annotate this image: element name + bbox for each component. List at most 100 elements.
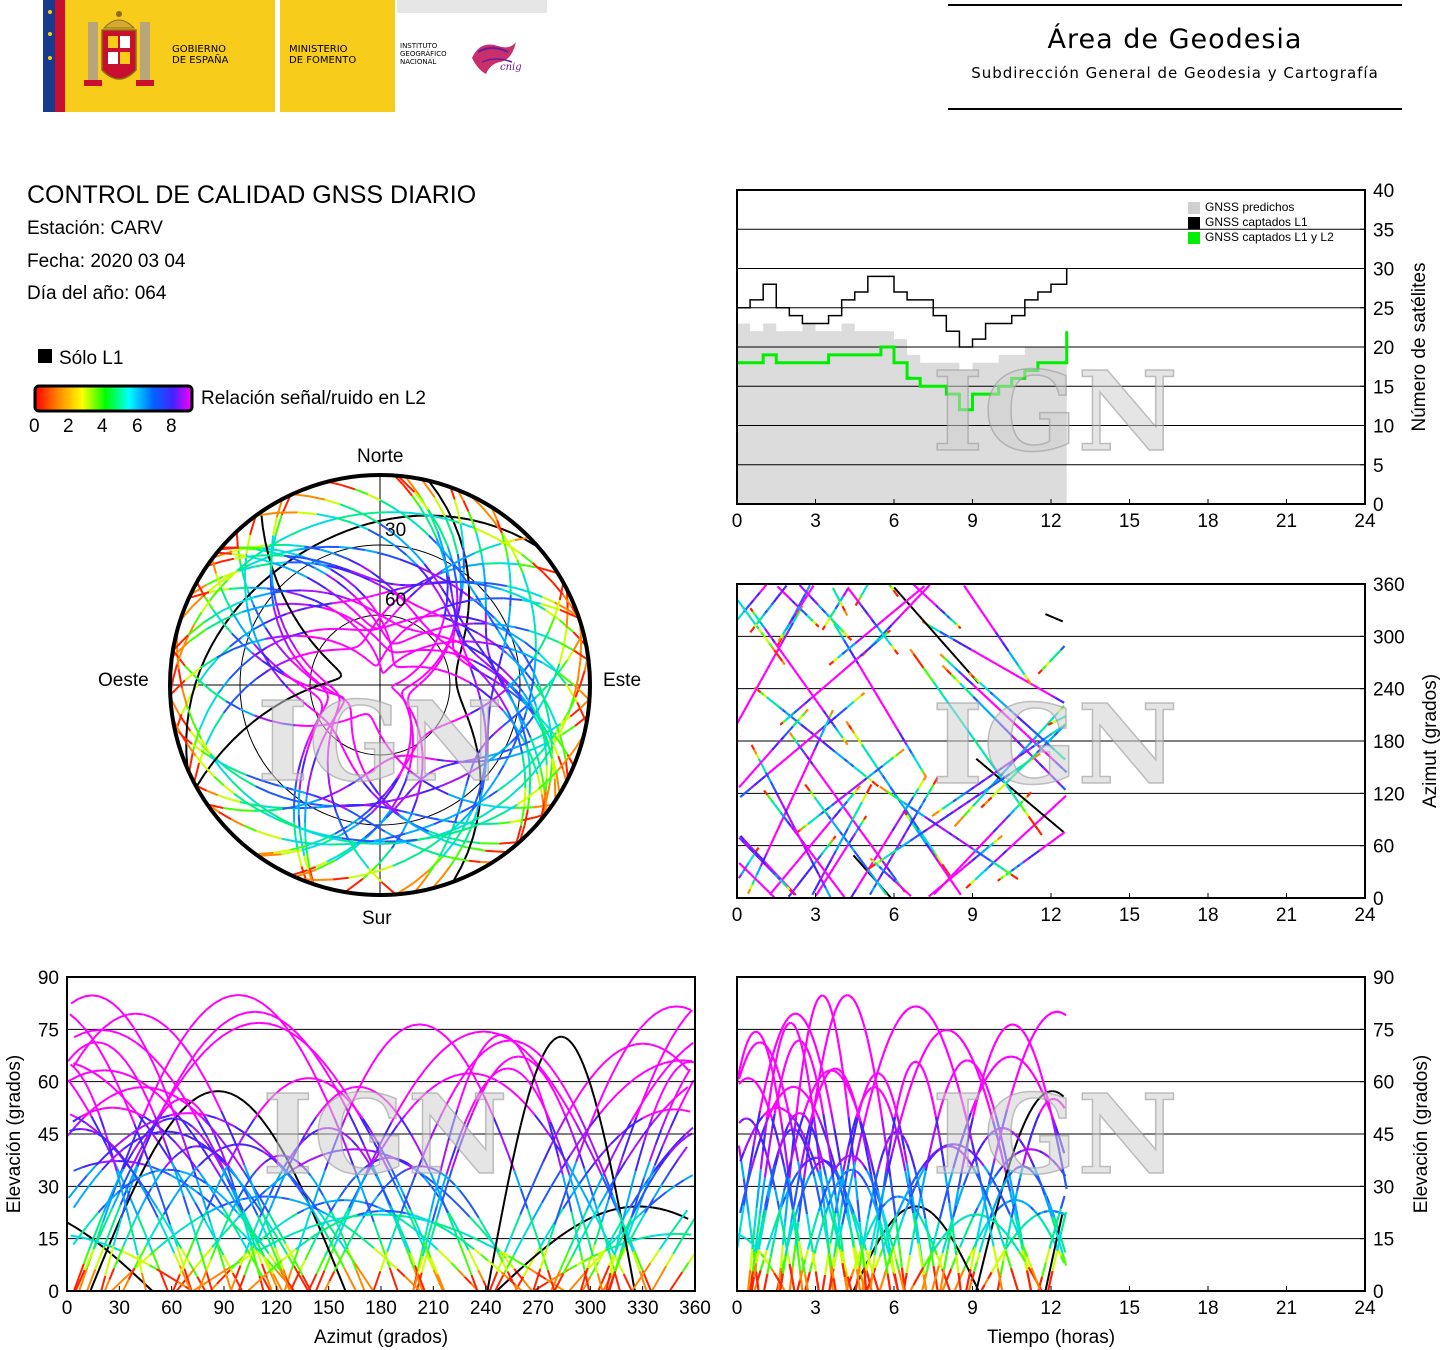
elevation-time-track-segment (930, 1277, 937, 1291)
azimuth-time-track-segment (824, 620, 829, 627)
elevation-azimuth-track-segment (301, 1077, 309, 1080)
elevation-time-track-segment (1014, 1056, 1021, 1061)
azimuth-time-track-segment (1020, 748, 1026, 754)
azimuth-time-track-segment (747, 888, 752, 895)
azimuth-time-track-segment (833, 812, 839, 818)
elevation-time-track-segment (899, 1209, 905, 1214)
elevation-time-track-segment (1056, 1208, 1062, 1222)
elevation-azimuth-track-segment (326, 1222, 338, 1237)
azimuth-time-track-segment (797, 605, 802, 611)
elevation-azimuth-track-segment (301, 1165, 308, 1171)
elevation-time-track-segment (1014, 1245, 1020, 1252)
azimuth-time-track-segment (839, 796, 844, 800)
elevation-azimuth-track-segment (134, 1175, 143, 1187)
azimuth-time-track-segment (856, 785, 861, 791)
elevation-azimuth-track-segment (97, 1047, 107, 1062)
elevation-azimuth-track-segment (105, 998, 114, 1005)
elevation-time-track-segment (887, 1141, 892, 1157)
elevation-azimuth-track-segment (222, 1269, 232, 1278)
elevation-time-track-segment (979, 1213, 983, 1217)
azimuth-time-track-segment (1051, 775, 1058, 782)
azimuth-time-track-segment (909, 796, 915, 802)
elevation-azimuth-track-segment (112, 1069, 123, 1074)
azimuth-time-track-segment (962, 858, 969, 865)
azimuth-time-track-segment (869, 843, 875, 849)
elevation-azimuth-track-segment (513, 1055, 519, 1059)
azimuth-time-track-segment (804, 708, 809, 714)
azimuth-time-track-segment (777, 593, 782, 598)
y-tick-label: 0 (1373, 889, 1384, 910)
elevation-time-track-segment (953, 1066, 959, 1073)
azimuth-time-track-segment (768, 634, 774, 640)
elevation-time-track-segment (826, 1240, 831, 1254)
elevation-azimuth-track-segment (517, 1046, 525, 1055)
elevation-azimuth-track-segment (174, 1186, 182, 1197)
elevation-time-track-segment (823, 995, 828, 1000)
elevation-azimuth-track-segment (553, 1036, 558, 1041)
elevation-azimuth-track-segment (466, 1031, 476, 1036)
azimuth-time-track-segment (813, 796, 818, 801)
legend-swatch-predicted (1188, 202, 1200, 214)
azimuth-time-track-segment (894, 821, 899, 828)
azimuth-time-track-segment (952, 798, 958, 803)
elevation-azimuth-track-segment (78, 1072, 84, 1080)
elevation-time-track-segment (1027, 1135, 1033, 1146)
azimuth-time-track-segment (794, 859, 800, 865)
azimuth-time-track-segment (755, 753, 760, 760)
elevation-azimuth-track-segment (341, 1136, 351, 1158)
elevation-time-track-segment (1026, 1203, 1032, 1208)
elevation-time-track-segment (901, 1135, 906, 1140)
azimuth-time-track-segment (889, 792, 895, 797)
azimuth-time-track-segment (1018, 727, 1025, 733)
elevation-time-track-segment (896, 1095, 901, 1106)
azimuth-time-track-segment (941, 805, 947, 810)
elevation-time-track-segment (1018, 1026, 1025, 1033)
azimuth-time-track-segment (839, 601, 844, 607)
elevation-time-track-segment (921, 1067, 926, 1074)
azimuth-time-track-segment (821, 727, 826, 734)
elevation-azimuth-track-segment (687, 1252, 695, 1264)
elevation-azimuth-track-segment (567, 1225, 576, 1233)
elevation-azimuth-track-segment (354, 1126, 365, 1146)
elevation-azimuth-track-segment (276, 1227, 287, 1244)
azimuth-time-track-segment (1056, 649, 1062, 655)
azimuth-time-track-segment (892, 878, 896, 883)
elevation-azimuth-track-segment (273, 1183, 282, 1199)
elevation-time-track-segment (861, 1133, 867, 1147)
elevation-time-track-segment (817, 1084, 823, 1094)
elevation-azimuth-track-segment (552, 1235, 562, 1243)
elevation-azimuth-track-segment (281, 1083, 289, 1090)
elevation-time-track-segment (745, 1196, 750, 1215)
elevation-azimuth-track-segment (473, 1248, 482, 1256)
elevation-time-track-segment (982, 1063, 989, 1076)
azimuth-time-track-segment (773, 803, 779, 809)
azimuth-time-track-segment (906, 596, 913, 602)
elevation-azimuth-track-segment (255, 1235, 264, 1246)
elevation-time-track-segment (753, 1080, 758, 1085)
azimuth-time-track-segment (864, 648, 870, 653)
azimuth-time-track-segment (754, 614, 759, 620)
azimuth-time-track-segment (1019, 832, 1026, 839)
elevation-time-track-segment (834, 1182, 839, 1189)
elevation-azimuth-track-segment (333, 1116, 343, 1137)
azimuth-time-track-segment (774, 828, 779, 835)
elevation-azimuth-track-segment (211, 1272, 222, 1280)
elevation-time-track-segment (817, 995, 822, 1000)
elevation-azimuth-track-segment (254, 1260, 261, 1277)
azimuth-time-track-segment (1011, 792, 1017, 799)
elevation-azimuth-track-segment (102, 1199, 112, 1223)
elevation-azimuth-track-segment (274, 1138, 283, 1151)
azimuth-time-track-segment (795, 783, 800, 789)
elevation-time-track-segment (812, 1116, 818, 1134)
azimuth-time-track-segment (1048, 657, 1055, 663)
elevation-azimuth-track-segment (379, 1251, 389, 1272)
azimuth-time-track-segment (1018, 717, 1024, 722)
elevation-time-track-segment (893, 1273, 900, 1291)
azimuth-time-track-segment (836, 808, 842, 814)
elevation-azimuth-track-segment (302, 1135, 310, 1142)
azimuth-time-track-segment (856, 768, 861, 773)
coat-of-arms-icon (84, 11, 154, 86)
elevation-azimuth-track-segment (466, 1112, 474, 1126)
azimuth-time-track-segment (846, 796, 852, 803)
azimuth-time-track-segment (1011, 735, 1018, 742)
